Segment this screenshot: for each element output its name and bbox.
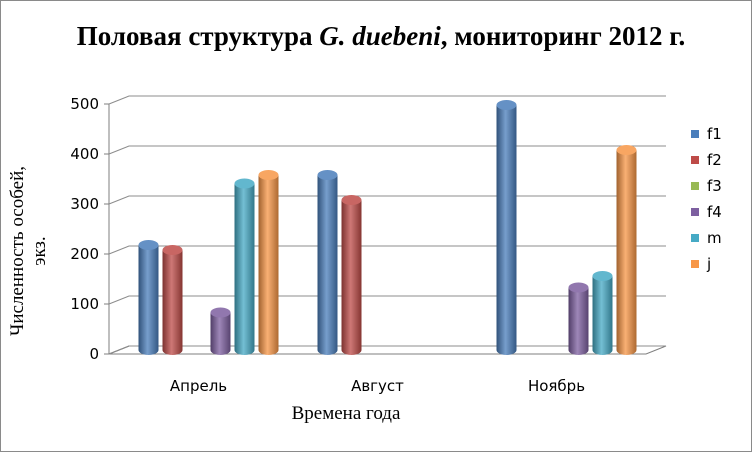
bar-f1 xyxy=(496,100,517,355)
y-tick-label: 100 xyxy=(70,295,99,313)
x-tick-label: Август xyxy=(351,377,404,395)
legend-swatch xyxy=(691,234,699,242)
bar-f1 xyxy=(138,240,159,355)
legend-label: j xyxy=(707,255,712,273)
x-axis-title: Времена года xyxy=(291,403,401,424)
legend-swatch xyxy=(691,260,699,268)
bar-j xyxy=(616,145,637,355)
x-tick-label: Ноябрь xyxy=(528,377,585,395)
chart-title: Половая структура G. duebeni, мониторинг… xyxy=(61,19,701,53)
legend-swatch xyxy=(691,130,699,138)
y-axis-title: Численность особей, экз. xyxy=(7,166,50,336)
legend-label: f3 xyxy=(707,177,722,195)
gridline xyxy=(108,95,666,105)
chart-title-species: G. duebeni xyxy=(319,21,441,51)
y-tick-label: 500 xyxy=(70,95,99,113)
gridline xyxy=(108,345,666,355)
legend-label: f4 xyxy=(707,203,722,221)
gridline xyxy=(108,145,666,155)
legend-swatch xyxy=(691,208,699,216)
legend-label: f2 xyxy=(707,151,722,169)
y-tick-label: 0 xyxy=(89,345,99,363)
gridline xyxy=(108,245,666,255)
legend-item-f4: f4 xyxy=(691,199,722,225)
chart-title-part1: Половая структура xyxy=(76,21,320,51)
legend-item-j: j xyxy=(691,251,722,277)
bar-f1 xyxy=(317,170,338,355)
bar-m xyxy=(234,178,255,355)
bar-f4 xyxy=(210,307,231,355)
legend-label: f1 xyxy=(707,125,722,143)
bar-f2 xyxy=(341,195,362,355)
y-tick-label: 200 xyxy=(70,245,99,263)
legend-swatch xyxy=(691,182,699,190)
legend: f1 f2 f3 f4 m j xyxy=(691,121,722,277)
legend-item-f1: f1 xyxy=(691,121,722,147)
gridline xyxy=(108,195,666,205)
gridline xyxy=(108,295,666,305)
legend-swatch xyxy=(691,156,699,164)
legend-item-f3: f3 xyxy=(691,173,722,199)
legend-item-m: m xyxy=(691,225,722,251)
bar-j xyxy=(258,170,279,355)
legend-label: m xyxy=(707,229,722,247)
bar-f2 xyxy=(162,245,183,355)
bar-f4 xyxy=(568,282,589,355)
chart-title-part2: , мониторинг 2012 г. xyxy=(440,21,686,51)
x-tick-label: Апрель xyxy=(170,377,227,395)
y-tick-label: 300 xyxy=(70,195,99,213)
legend-item-f2: f2 xyxy=(691,147,722,173)
y-tick-label: 400 xyxy=(70,145,99,163)
bar-m xyxy=(592,271,613,355)
